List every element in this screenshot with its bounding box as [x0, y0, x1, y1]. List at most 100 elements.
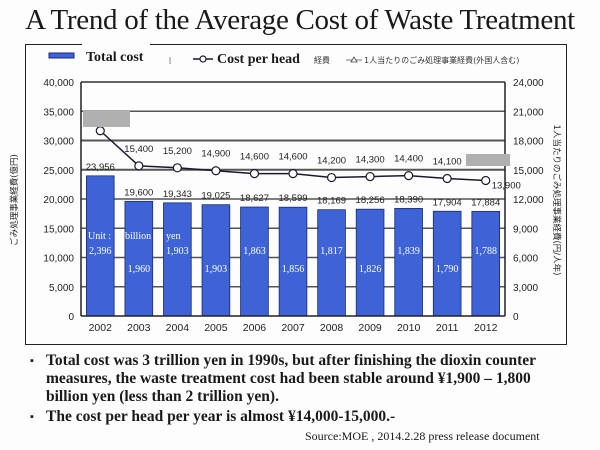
- line-value-label: 14,100: [433, 157, 462, 168]
- bullet-1-line-1: Total cost was 3 trillion yen in 1990s, …: [46, 352, 537, 369]
- line-marker: [249, 169, 260, 179]
- bar-value-label: 18,599: [278, 193, 307, 204]
- x-tick-label: 2009: [358, 322, 382, 334]
- y2-tick-label: 21,000: [513, 107, 544, 118]
- bar-inner-label: 2,396: [89, 246, 112, 257]
- x-tick-label: 2010: [397, 322, 421, 334]
- bullet-1: ▪ Total cost was 3 trillion yen in 1990s…: [30, 352, 536, 406]
- y-tick-label: 20,000: [43, 195, 74, 206]
- bar-value-label: 23,956: [86, 162, 115, 173]
- x-tick-label: 2012: [474, 322, 498, 334]
- bar-inner-label: 1,790: [436, 264, 459, 275]
- bar-inner-label: 1,903: [166, 246, 189, 257]
- line-value-label: 13,900: [492, 180, 521, 191]
- line-marker: [134, 161, 144, 171]
- bar-value-label: 17,904: [433, 197, 462, 208]
- x-tick-label: 2005: [204, 322, 228, 334]
- line-value-label: 15,200: [163, 146, 192, 157]
- bar: [240, 206, 269, 317]
- bar: [163, 202, 192, 317]
- bar-value-label: 18,390: [394, 194, 423, 205]
- line-marker: [95, 126, 105, 136]
- bar: [355, 208, 385, 317]
- line-value-label: 14,900: [201, 149, 230, 160]
- x-tick-label: 2008: [320, 322, 344, 334]
- y-tick-label: 5,000: [49, 283, 74, 294]
- frame-gap: [82, 43, 150, 46]
- bar-inner-label: 1,839: [397, 246, 420, 257]
- bar-value-label: 17,884: [471, 197, 500, 208]
- line-marker: [404, 171, 414, 181]
- y-tick-label: 30,000: [43, 137, 74, 148]
- y2-tick-label: 0: [513, 312, 519, 323]
- legend-triangle-icon: [350, 56, 358, 63]
- y-axis-label: ごみ処理事業経費(億円): [9, 154, 20, 246]
- bar: [432, 210, 462, 317]
- bar-inner-label: 1,826: [359, 264, 382, 275]
- bullet-1-line-2: measures, the waste treatment cost had b…: [46, 370, 531, 387]
- chart-frame: [25, 44, 567, 345]
- bar-value-label: 19,025: [201, 191, 230, 202]
- redacted-overlay-right: [466, 154, 510, 166]
- unit-label-1: Unit :: [88, 231, 111, 242]
- line-marker: [365, 171, 375, 182]
- y2-tick-label: 15,000: [513, 166, 544, 177]
- bar-value-label: 18,627: [240, 193, 269, 204]
- source-note: Source:MOE , 2014.2.28 press release doc…: [305, 429, 540, 443]
- legend-bar-swatch: [48, 52, 75, 59]
- bar-value-label: 19,600: [124, 187, 153, 198]
- line-value-label: 14,300: [356, 155, 385, 166]
- x-tick-label: 2002: [89, 322, 113, 334]
- y-tick-label: 10,000: [43, 254, 74, 265]
- line-value-label: 14,400: [394, 154, 423, 165]
- x-tick-label: 2003: [127, 322, 151, 334]
- line-value-label: 15,400: [124, 144, 153, 155]
- unit-label-2: billion: [125, 231, 151, 242]
- bar-inner-label: 1,903: [205, 264, 228, 275]
- bar-inner-label: 1,960: [128, 264, 151, 275]
- y2-tick-label: 18,000: [513, 137, 544, 148]
- y2-tick-label: 24,000: [513, 78, 544, 89]
- legend-cost-per-head: Cost per head: [217, 52, 300, 67]
- line-value-label: 14,600: [240, 152, 269, 163]
- line-marker: [442, 173, 452, 184]
- line-value-label: 14,200: [317, 156, 346, 167]
- bar-inner-label: 1,788: [474, 246, 497, 257]
- y-tick-label: 25,000: [43, 166, 74, 177]
- legend-jp-label-2: 1人当たりのごみ処理事業経費(外国人含む): [364, 55, 519, 65]
- bar: [317, 209, 346, 317]
- line-marker: [481, 175, 491, 186]
- x-tick-label: 2006: [243, 322, 267, 334]
- line-marker: [288, 169, 298, 179]
- redacted-overlay-left: [83, 111, 130, 127]
- x-tick-label: 2011: [436, 322, 459, 334]
- y2-tick-label: 12,000: [513, 195, 544, 206]
- x-tick-label: 2007: [281, 322, 305, 334]
- legend-marker-icon: [199, 55, 207, 63]
- bar-value-label: 18,169: [317, 196, 346, 207]
- page-title: A Trend of the Average Cost of Waste Tre…: [25, 4, 575, 36]
- bar: [124, 200, 154, 317]
- y2-tick-label: 6,000: [513, 254, 538, 265]
- bullet-icon: ▪: [30, 355, 34, 367]
- bar: [394, 208, 423, 317]
- legend: Total cost Cost per head 経費 1人当たりのごみ処理事業…: [48, 50, 519, 67]
- y2-tick-label: 9,000: [513, 224, 538, 235]
- bullet-1-line-3: billion yen (less than 2 trillion yen).: [46, 388, 279, 405]
- bullet-2-line-1: The cost per head per year is almost ¥14…: [46, 408, 396, 425]
- y2-tick-label: 3,000: [513, 283, 538, 294]
- y-tick-label: 40,000: [43, 78, 74, 89]
- bullet-2: ▪ The cost per head per year is almost ¥…: [30, 408, 395, 426]
- x-tick-label: 2004: [166, 322, 190, 334]
- line-value-label: 14,600: [278, 152, 307, 163]
- line-marker: [326, 172, 337, 183]
- bar-inner-label: 1,863: [243, 246, 266, 257]
- bullet-icon: ▪: [30, 411, 34, 423]
- bar-value-label: 19,343: [163, 189, 192, 200]
- line-marker: [172, 163, 182, 173]
- y2-axis-label: 1人当たりのごみ処理事業経費(円/人年): [551, 125, 562, 276]
- y-tick-label: 15,000: [43, 224, 74, 235]
- bar: [201, 204, 231, 317]
- unit-label-3: yen: [166, 231, 180, 242]
